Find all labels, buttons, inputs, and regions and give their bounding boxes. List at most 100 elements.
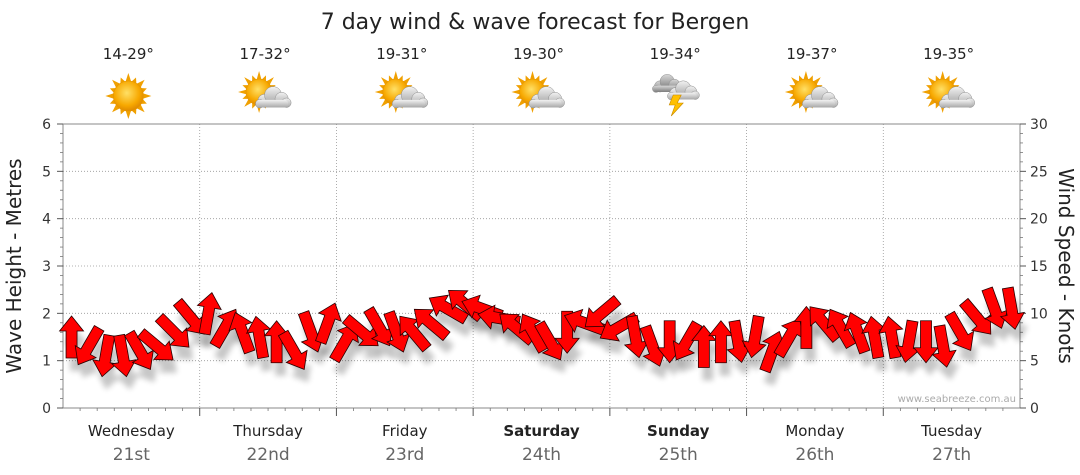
wind-arrow	[172, 297, 206, 335]
sun-disc	[113, 80, 144, 112]
wind-arrow	[363, 306, 394, 347]
wind-arrow	[383, 310, 411, 353]
wind-arrow	[999, 286, 1026, 330]
date-label: 26th	[795, 445, 834, 465]
chart-title: 7 day wind & wave forecast for Bergen	[321, 10, 750, 35]
cloud-shape	[528, 86, 565, 109]
wind-arrow	[826, 308, 857, 350]
partly-cloudy-icon	[784, 71, 839, 113]
temperature-label: 14-29°	[103, 45, 154, 63]
right-tick-label: 5	[1030, 354, 1039, 370]
day-label: Thursday	[232, 422, 303, 440]
left-tick-label: 3	[42, 259, 51, 275]
wind-arrow	[981, 286, 1009, 329]
wind-arrow	[931, 324, 957, 368]
wind-arrow	[944, 310, 975, 352]
wind-arrow	[136, 328, 174, 361]
day-label: Monday	[785, 422, 844, 440]
wind-arrow-shadow	[333, 336, 363, 376]
date-label: 23rd	[385, 445, 424, 465]
wind-arrow-shadow	[568, 322, 610, 349]
sunny-icon	[105, 73, 152, 119]
wind-arrow-shadow	[418, 322, 455, 354]
wind-arrow	[111, 333, 137, 378]
right-tick-label: 25	[1030, 164, 1048, 180]
wind-arrow	[124, 329, 154, 370]
day-label: Saturday	[503, 422, 580, 440]
temperature-label: 17-32°	[240, 45, 291, 63]
day-label: Friday	[382, 422, 428, 440]
left-tick-label: 4	[42, 212, 51, 228]
wind-arrow	[843, 311, 871, 355]
wind-arrow-shadow	[214, 322, 243, 362]
wind-arrow	[277, 329, 308, 370]
right-tick-label: 30	[1030, 117, 1048, 133]
date-label: 22nd	[246, 445, 289, 465]
right-tick-label: 10	[1030, 306, 1048, 322]
wind-arrow-shadow	[778, 331, 807, 371]
wind-arrow	[413, 308, 451, 342]
wind-arrow	[623, 314, 650, 359]
lightning-bolt	[668, 94, 684, 117]
date-label: 25th	[659, 445, 698, 465]
day-label: Tuesday	[920, 422, 982, 440]
weather-row: 14-29° 17-32° 19-31° 19-30° 19-34° 19-37° 19-3…	[103, 45, 975, 119]
left-tick-label: 6	[42, 117, 51, 133]
wind-arrow	[154, 312, 190, 348]
temperature-label: 19-31°	[376, 45, 427, 63]
wind-arrow	[708, 320, 734, 364]
wind-arrow	[534, 320, 564, 361]
wind-arrow	[554, 310, 580, 354]
wind-arrow	[315, 302, 342, 345]
wind-arrow	[428, 294, 469, 325]
cloud-shape	[391, 86, 429, 109]
wind-arrow	[74, 324, 105, 366]
cloud-shape	[255, 86, 292, 109]
wind-arrow-shadow	[433, 308, 473, 337]
wind-arrow	[341, 313, 379, 347]
wind-arrow	[245, 315, 272, 360]
cloud-shape	[938, 86, 975, 109]
x-axis: Wednesday 21st Thursday 22nd Friday 23rd Satur…	[79, 408, 1004, 465]
partly-cloudy-icon	[511, 71, 565, 113]
right-tick-label: 15	[1030, 259, 1048, 275]
day-label: Wednesday	[88, 422, 175, 440]
wind-arrow	[861, 315, 887, 360]
partly-cloudy-icon	[238, 71, 292, 113]
day-label: Sunday	[647, 422, 710, 440]
wind-arrow-shadow	[503, 327, 540, 359]
left-tick-label: 1	[42, 354, 51, 370]
right-tick-label: 0	[1030, 401, 1039, 417]
date-label: 24th	[522, 445, 561, 465]
partly-cloudy-icon	[374, 71, 429, 113]
wind-arrow	[741, 314, 767, 359]
wind-arrow	[584, 295, 622, 328]
left-tick-label: 2	[42, 306, 51, 322]
cloud-shape	[802, 86, 839, 109]
thunderstorm-icon	[652, 74, 700, 117]
wind-arrow	[399, 315, 432, 353]
left-tick-label: 5	[42, 164, 51, 180]
date-label: 27th	[932, 445, 971, 465]
wind-arrow	[196, 292, 222, 336]
right-axis-label: Wind Speed - Knots	[1054, 168, 1078, 364]
right-tick-label: 20	[1030, 212, 1048, 228]
credit-text: www.seabreeze.com.au	[898, 394, 1016, 405]
temperature-label: 19-35°	[923, 45, 974, 63]
wind-arrow	[913, 320, 939, 364]
partly-cloudy-icon	[921, 71, 975, 113]
temperature-label: 19-34°	[650, 45, 701, 63]
date-label: 21st	[113, 445, 150, 465]
wind-arrow	[92, 333, 118, 378]
temperature-label: 19-37°	[786, 45, 837, 63]
wind-arrows	[58, 286, 1026, 378]
wind-arrow	[672, 320, 703, 361]
wind-arrow	[228, 311, 256, 355]
right-axis: 0 5 10 15 20 25 30	[1020, 117, 1048, 417]
left-tick-label: 0	[42, 401, 51, 417]
left-axis: 0 1 2 3 4 5 6	[42, 117, 63, 417]
temperature-label: 19-30°	[513, 45, 564, 63]
left-axis-label: Wave Height - Metres	[2, 158, 26, 373]
wind-arrow	[263, 320, 290, 364]
